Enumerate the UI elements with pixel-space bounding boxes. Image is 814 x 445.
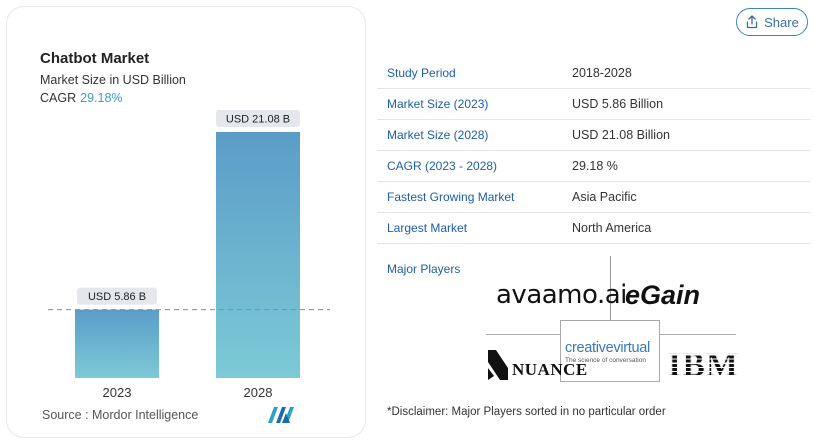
chart-card [6, 6, 366, 438]
table-key: Market Size (2023) [387, 97, 489, 111]
egain-logo: eGain [625, 280, 701, 310]
table-key: Largest Market [387, 221, 468, 235]
table-key: Fastest Growing Market [387, 190, 515, 204]
table-key: Market Size (2028) [387, 128, 489, 142]
chart-bar [216, 132, 300, 378]
data-label-bg [77, 287, 157, 305]
table-row: Market Size (2023) USD 5.86 Billion [377, 89, 810, 120]
nuance-mark-icon [488, 350, 508, 380]
table-key: CAGR (2023 - 2028) [387, 159, 498, 173]
logo-divider-vertical [610, 256, 611, 320]
chart-cagr: CAGR 29.18% [40, 91, 123, 105]
creative-virtual-logo: creativevirtual The science of conversat… [565, 340, 650, 364]
data-label: USD 5.86 B [88, 291, 146, 303]
mordor-intelligence-logo [268, 407, 294, 423]
share-icon [746, 15, 758, 29]
table-row: Largest Market North America [377, 213, 810, 244]
cagr-label: CAGR [40, 91, 77, 105]
chart-subtitle: Market Size in USD Billion [40, 73, 186, 87]
table-value: USD 21.08 Billion [572, 128, 670, 142]
data-label-bg [216, 110, 300, 127]
data-label: USD 21.08 B [226, 114, 290, 126]
major-players-label: Major Players [387, 262, 461, 276]
table-value: 29.18 % [572, 159, 618, 173]
share-button[interactable]: Share [736, 8, 808, 36]
x-tick-label: 2023 [103, 385, 132, 400]
share-label: Share [764, 14, 799, 30]
creative-virtual-logo-box [560, 320, 660, 382]
disclaimer-text: *Disclaimer: Major Players sorted in no … [387, 406, 666, 418]
table-row: Fastest Growing Market Asia Pacific [377, 182, 810, 213]
table-value: 2018-2028 [572, 66, 632, 80]
table-value: USD 5.86 Billion [572, 97, 664, 111]
avaamo-logo: avaamo.ai [496, 280, 627, 310]
source-text: Source : Mordor Intelligence [42, 408, 199, 422]
table-row: CAGR (2023 - 2028) 29.18 % [377, 151, 810, 182]
cagr-value: 29.18% [80, 91, 123, 105]
table-value: Asia Pacific [572, 190, 637, 204]
x-tick-label: 2028 [244, 385, 273, 400]
table-row: Study Period 2018-2028 [377, 58, 810, 89]
table-row: Market Size (2028) USD 21.08 Billion [377, 120, 810, 151]
market-info-table: Study Period 2018-2028 Market Size (2023… [377, 58, 810, 244]
table-value: North America [572, 221, 652, 235]
nuance-logo: NUANCE [486, 348, 588, 382]
ibm-logo: IBM [668, 347, 739, 385]
chart-bar [75, 309, 159, 378]
chart-title: Chatbot Market [40, 50, 150, 67]
bar-chart: USD 5.86 B 2023 USD 21.08 B 2028 [48, 110, 330, 400]
table-key: Study Period [387, 66, 456, 80]
